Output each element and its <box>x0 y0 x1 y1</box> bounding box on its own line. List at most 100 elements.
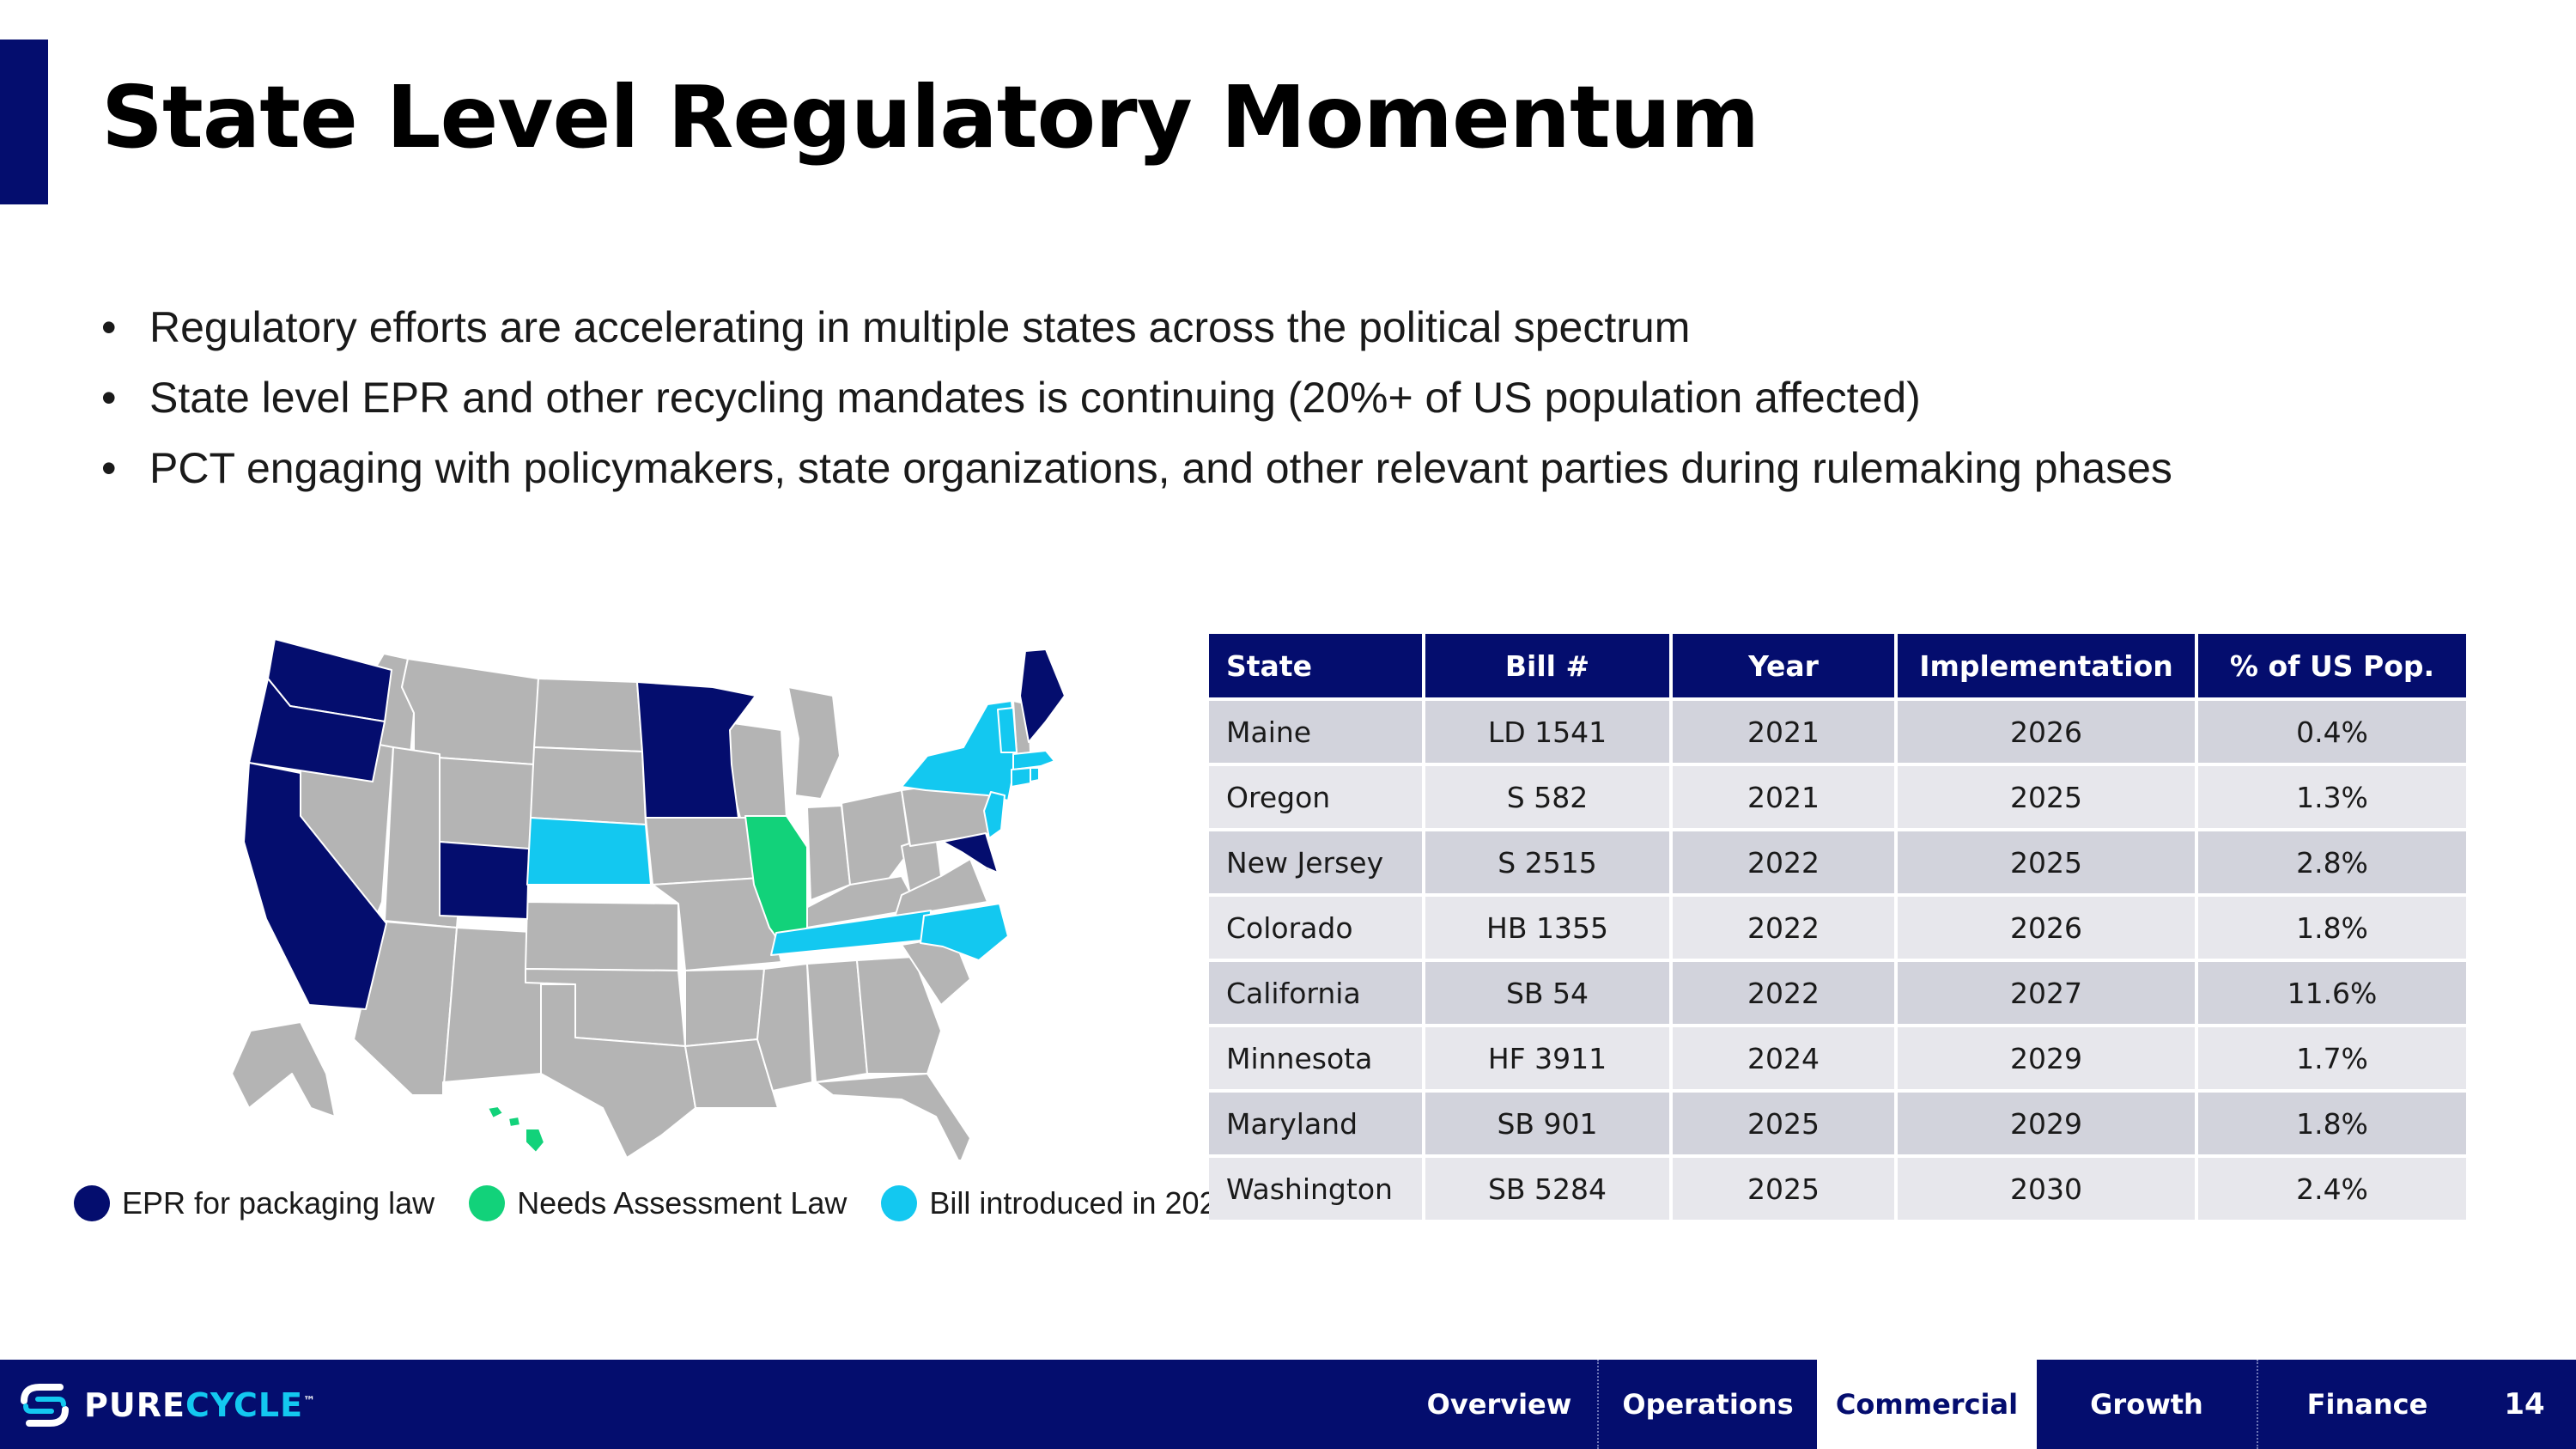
cell-implementation: 2025 <box>1896 764 2198 831</box>
legend-label-bill-2025: Bill introduced in 2025 <box>929 1185 1234 1221</box>
state-michigan <box>787 686 841 800</box>
cell-year: 2025 <box>1671 1091 1898 1158</box>
state-kansas <box>525 901 679 971</box>
logo-text-cycle: CYCLE <box>185 1386 304 1424</box>
column-header-bill: Bill # <box>1424 634 1673 701</box>
state-alaska <box>231 1021 336 1117</box>
state-vermont <box>997 707 1018 753</box>
logo-text-pure: PURE <box>84 1386 185 1424</box>
cell-state: Maryland <box>1209 1091 1425 1158</box>
cell-bill: HF 3911 <box>1424 1026 1673 1093</box>
state-nebraska <box>526 817 652 886</box>
bullet-text: Regulatory efforts are accelerating in m… <box>149 303 1691 351</box>
state-virginia <box>894 858 988 918</box>
cell-population: 1.8% <box>2196 1091 2466 1158</box>
bullet-glyph: • <box>101 444 117 492</box>
cell-bill: LD 1541 <box>1424 699 1673 766</box>
cell-year: 2022 <box>1671 830 1898 897</box>
cell-implementation: 2029 <box>1896 1091 2198 1158</box>
state-california <box>243 762 387 1010</box>
nav-tab-overview[interactable]: Overview <box>1426 1388 1572 1421</box>
bullet-glyph: • <box>101 374 117 422</box>
column-header-population: % of US Pop. <box>2196 634 2466 701</box>
cell-bill: SB 5284 <box>1424 1156 1673 1223</box>
table-row: Colorado HB 1355 2022 2026 1.8% <box>1209 895 2466 962</box>
table-row: Maine LD 1541 2021 2026 0.4% <box>1209 699 2466 766</box>
cell-implementation: 2025 <box>1896 830 2198 897</box>
title-accent-bar <box>0 40 48 204</box>
cell-population: 1.8% <box>2196 895 2466 962</box>
cell-population: 1.7% <box>2196 1026 2466 1093</box>
table-row: Washington SB 5284 2025 2030 2.4% <box>1209 1156 2466 1223</box>
cell-state: Oregon <box>1209 764 1425 831</box>
legend-swatch-needs-assessment <box>469 1185 506 1221</box>
bullet-list: • Regulatory efforts are accelerating in … <box>94 292 2172 503</box>
state-rhode-island <box>1030 767 1040 782</box>
state-minnesota <box>636 681 756 819</box>
state-hawaii <box>487 1105 545 1154</box>
cell-state: Colorado <box>1209 895 1425 962</box>
state-montana <box>401 658 539 765</box>
state-north-dakota <box>533 678 643 752</box>
state-texas <box>540 983 696 1159</box>
nav-tab-commercial[interactable]: Commercial <box>1817 1360 2037 1449</box>
cell-implementation: 2026 <box>1896 699 2198 766</box>
legend-item-epr: EPR for packaging law <box>74 1185 434 1221</box>
logo-trademark: ™ <box>303 1394 317 1409</box>
legend-item-needs-assessment: Needs Assessment Law <box>469 1185 847 1221</box>
cell-population: 0.4% <box>2196 699 2466 766</box>
state-louisiana <box>684 1038 779 1109</box>
cell-bill: SB 901 <box>1424 1091 1673 1158</box>
cell-bill: SB 54 <box>1424 960 1673 1027</box>
cell-year: 2022 <box>1671 895 1898 962</box>
bullet-glyph: • <box>101 303 117 351</box>
cell-state: Washington <box>1209 1156 1425 1223</box>
footer-bar: PURECYCLE™ Overview Operations Commercia… <box>0 1360 2576 1449</box>
table-row: New Jersey S 2515 2022 2025 2.8% <box>1209 830 2466 897</box>
state-massachusetts <box>1012 750 1055 770</box>
slide-title: State Level Regulatory Momentum <box>101 67 1759 167</box>
cell-state: New Jersey <box>1209 830 1425 897</box>
bullet-item: • Regulatory efforts are accelerating in … <box>94 292 2172 362</box>
state-maryland <box>942 832 999 874</box>
nav-tab-finance[interactable]: Finance <box>2257 1360 2476 1449</box>
state-maine <box>1019 648 1066 743</box>
cell-bill: S 582 <box>1424 764 1673 831</box>
state-bill-table: State Bill # Year Implementation % of US… <box>1209 634 2466 1223</box>
state-missouri <box>652 877 782 971</box>
column-header-state: State <box>1209 634 1425 701</box>
us-state-map <box>231 638 1066 1160</box>
nav-tab-growth[interactable]: Growth <box>2090 1388 2203 1421</box>
cell-bill: HB 1355 <box>1424 895 1673 962</box>
cell-year: 2021 <box>1671 699 1898 766</box>
table-row: Maryland SB 901 2025 2029 1.8% <box>1209 1091 2466 1158</box>
purecycle-logo: PURECYCLE™ <box>19 1382 316 1428</box>
state-south-dakota <box>530 746 647 825</box>
column-header-year: Year <box>1671 634 1898 701</box>
cell-implementation: 2026 <box>1896 895 2198 962</box>
legend-swatch-bill-2025 <box>881 1185 918 1221</box>
state-new-jersey <box>983 791 1005 839</box>
nav-tab-operations[interactable]: Operations <box>1597 1360 1817 1449</box>
table-header-row: State Bill # Year Implementation % of US… <box>1209 634 2466 701</box>
cell-population: 2.4% <box>2196 1156 2466 1223</box>
cell-population: 1.3% <box>2196 764 2466 831</box>
column-header-implementation: Implementation <box>1896 634 2198 701</box>
bullet-item: • PCT engaging with policymakers, state o… <box>94 433 2172 503</box>
cell-year: 2024 <box>1671 1026 1898 1093</box>
cell-state: Minnesota <box>1209 1026 1425 1093</box>
bullet-item: • State level EPR and other recycling man… <box>94 362 2172 433</box>
cell-population: 2.8% <box>2196 830 2466 897</box>
cell-year: 2022 <box>1671 960 1898 1027</box>
cell-bill: S 2515 <box>1424 830 1673 897</box>
cell-year: 2025 <box>1671 1156 1898 1223</box>
state-colorado <box>439 841 530 920</box>
state-oregon <box>248 678 386 782</box>
cell-year: 2021 <box>1671 764 1898 831</box>
state-connecticut <box>1011 767 1031 788</box>
cell-state: Maine <box>1209 699 1425 766</box>
cell-implementation: 2029 <box>1896 1026 2198 1093</box>
state-ohio <box>841 789 911 886</box>
state-north-carolina <box>920 903 1009 961</box>
bullet-text: State level EPR and other recycling mand… <box>149 374 1921 422</box>
